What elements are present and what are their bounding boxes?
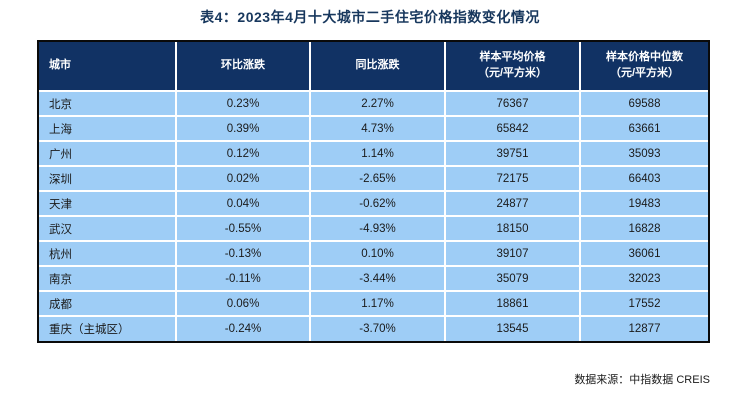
mom-cell: 0.12% — [176, 141, 311, 167]
mom-cell: 0.04% — [176, 191, 311, 217]
city-cell: 重庆（主城区） — [39, 316, 177, 341]
median-price-cell: 36061 — [580, 241, 708, 267]
table-row: 天津 0.04% -0.62% 24877 19483 — [39, 191, 708, 217]
mom-cell: 0.39% — [176, 116, 311, 142]
table-row: 杭州 -0.13% 0.10% 39107 36061 — [39, 241, 708, 267]
avg-price-cell: 24877 — [445, 191, 581, 217]
header-sample-avg-price: 样本平均价格 （元/平方米） — [445, 42, 581, 92]
table-body: 北京 0.23% 2.27% 76367 69588 上海 0.39% 4.73… — [39, 91, 708, 341]
header-row: 城市 环比涨跌 同比涨跌 样本平均价格 （元/平方米） 样本价格中位数 （元/平… — [39, 42, 708, 92]
table-row: 北京 0.23% 2.27% 76367 69588 — [39, 91, 708, 117]
median-price-cell: 32023 — [580, 266, 708, 292]
yoy-cell: 1.17% — [310, 291, 446, 317]
avg-price-cell: 65842 — [445, 116, 581, 142]
city-cell: 北京 — [39, 91, 177, 117]
table-row: 深圳 0.02% -2.65% 72175 66403 — [39, 166, 708, 192]
median-price-cell: 12877 — [580, 316, 708, 341]
avg-price-cell: 13545 — [445, 316, 581, 341]
header-sample-avg-price-line1: 样本平均价格 — [479, 51, 546, 64]
header-sample-median-price: 样本价格中位数 （元/平方米） — [580, 42, 708, 92]
mom-cell: 0.06% — [176, 291, 311, 317]
avg-price-cell: 39107 — [445, 241, 581, 267]
yoy-cell: -4.93% — [310, 216, 446, 242]
data-source-note: 数据来源：中指数据 CREIS — [574, 374, 710, 386]
table-row: 重庆（主城区） -0.24% -3.70% 13545 12877 — [39, 316, 708, 341]
yoy-cell: 4.73% — [310, 116, 446, 142]
avg-price-cell: 18150 — [445, 216, 581, 242]
yoy-cell: -3.44% — [310, 266, 446, 292]
city-cell: 杭州 — [39, 241, 177, 267]
median-price-cell: 16828 — [580, 216, 708, 242]
mom-cell: -0.11% — [176, 266, 311, 292]
table-header: 城市 环比涨跌 同比涨跌 样本平均价格 （元/平方米） 样本价格中位数 （元/平… — [39, 42, 708, 92]
city-cell: 天津 — [39, 191, 177, 217]
table-row: 武汉 -0.55% -4.93% 18150 16828 — [39, 216, 708, 242]
mom-cell: -0.55% — [176, 216, 311, 242]
yoy-cell: 2.27% — [310, 91, 446, 117]
city-cell: 成都 — [39, 291, 177, 317]
yoy-cell: 1.14% — [310, 141, 446, 167]
table-row: 南京 -0.11% -3.44% 35079 32023 — [39, 266, 708, 292]
avg-price-cell: 39751 — [445, 141, 581, 167]
header-sample-median-price-line1: 样本价格中位数 — [606, 51, 683, 64]
header-sample-median-price-line2: （元/平方米） — [609, 67, 680, 79]
price-index-table-container: 城市 环比涨跌 同比涨跌 样本平均价格 （元/平方米） 样本价格中位数 （元/平… — [37, 40, 710, 343]
city-cell: 南京 — [39, 266, 177, 292]
median-price-cell: 66403 — [580, 166, 708, 192]
mom-cell: -0.13% — [176, 241, 311, 267]
avg-price-cell: 76367 — [445, 91, 581, 117]
avg-price-cell: 72175 — [445, 166, 581, 192]
median-price-cell: 69588 — [580, 91, 708, 117]
yoy-cell: -0.62% — [310, 191, 446, 217]
city-cell: 武汉 — [39, 216, 177, 242]
median-price-cell: 19483 — [580, 191, 708, 217]
median-price-cell: 35093 — [580, 141, 708, 167]
header-city: 城市 — [39, 42, 177, 92]
price-index-table: 城市 环比涨跌 同比涨跌 样本平均价格 （元/平方米） 样本价格中位数 （元/平… — [39, 42, 708, 341]
header-yoy-change: 同比涨跌 — [310, 42, 446, 92]
yoy-cell: 0.10% — [310, 241, 446, 267]
median-price-cell: 63661 — [580, 116, 708, 142]
yoy-cell: -3.70% — [310, 316, 446, 341]
city-cell: 上海 — [39, 116, 177, 142]
avg-price-cell: 35079 — [445, 266, 581, 292]
city-cell: 深圳 — [39, 166, 177, 192]
header-mom-change: 环比涨跌 — [176, 42, 311, 92]
city-cell: 广州 — [39, 141, 177, 167]
mom-cell: 0.02% — [176, 166, 311, 192]
avg-price-cell: 18861 — [445, 291, 581, 317]
yoy-cell: -2.65% — [310, 166, 446, 192]
header-sample-avg-price-line2: （元/平方米） — [477, 67, 548, 79]
table-row: 成都 0.06% 1.17% 18861 17552 — [39, 291, 708, 317]
page-title: 表4：2023年4月十大城市二手住宅价格指数变化情况 — [200, 9, 540, 25]
median-price-cell: 17552 — [580, 291, 708, 317]
table-row: 上海 0.39% 4.73% 65842 63661 — [39, 116, 708, 142]
table-row: 广州 0.12% 1.14% 39751 35093 — [39, 141, 708, 167]
mom-cell: 0.23% — [176, 91, 311, 117]
mom-cell: -0.24% — [176, 316, 311, 341]
